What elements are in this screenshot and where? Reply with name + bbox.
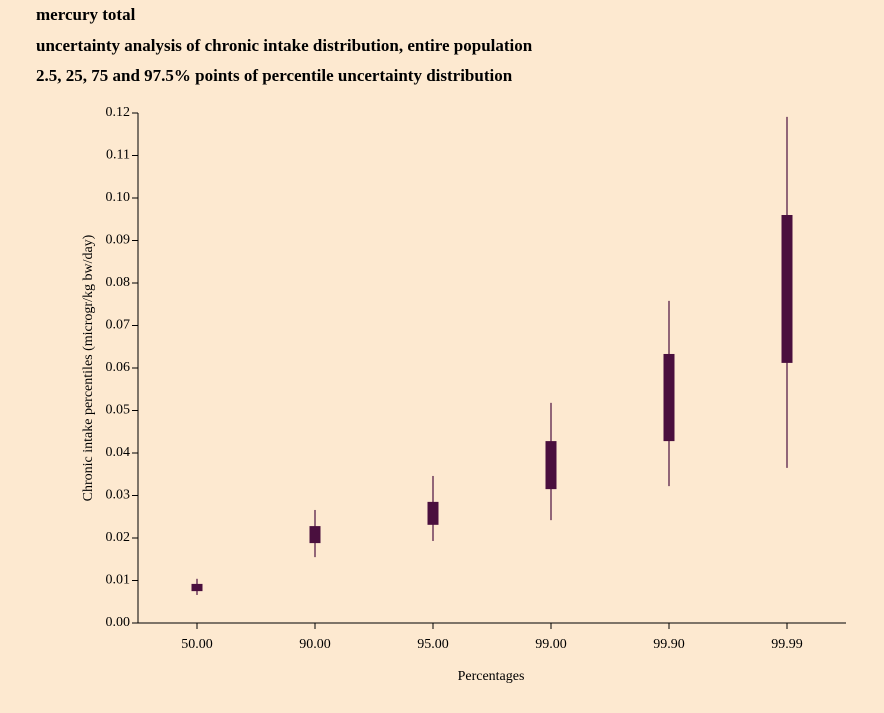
y-tick-label: 0.07 xyxy=(106,318,131,333)
box xyxy=(663,353,675,442)
box xyxy=(427,501,439,525)
y-tick-label: 0.01 xyxy=(106,573,131,588)
box xyxy=(781,215,793,363)
x-tick-label: 99.99 xyxy=(771,637,803,652)
y-tick-label: 0.09 xyxy=(106,233,131,248)
y-tick-label: 0.03 xyxy=(106,488,131,503)
x-tick-label: 50.00 xyxy=(181,637,213,652)
box xyxy=(191,583,203,592)
x-tick-label: 95.00 xyxy=(417,637,449,652)
y-tick-label: 0.12 xyxy=(106,105,131,120)
chart-title: 2.5, 25, 75 and 97.5% points of percenti… xyxy=(36,66,513,85)
x-tick-label: 99.90 xyxy=(653,637,685,652)
x-tick-label: 90.00 xyxy=(299,637,331,652)
y-tick-label: 0.00 xyxy=(106,615,131,630)
chart-title: uncertainty analysis of chronic intake d… xyxy=(36,36,533,55)
y-tick-label: 0.05 xyxy=(106,403,131,418)
y-tick-label: 0.02 xyxy=(106,530,131,545)
y-tick-label: 0.04 xyxy=(106,445,131,460)
y-axis-label: Chronic intake percentiles (microgr/kg b… xyxy=(81,234,96,501)
x-tick-label: 99.00 xyxy=(535,637,567,652)
box xyxy=(309,526,321,544)
y-tick-label: 0.11 xyxy=(106,148,130,163)
x-axis-label: Percentages xyxy=(458,669,525,684)
y-tick-label: 0.06 xyxy=(106,360,131,375)
box xyxy=(545,441,557,490)
chart-title: mercury total xyxy=(36,5,136,24)
y-tick-label: 0.08 xyxy=(106,275,131,290)
y-tick-label: 0.10 xyxy=(106,190,131,205)
